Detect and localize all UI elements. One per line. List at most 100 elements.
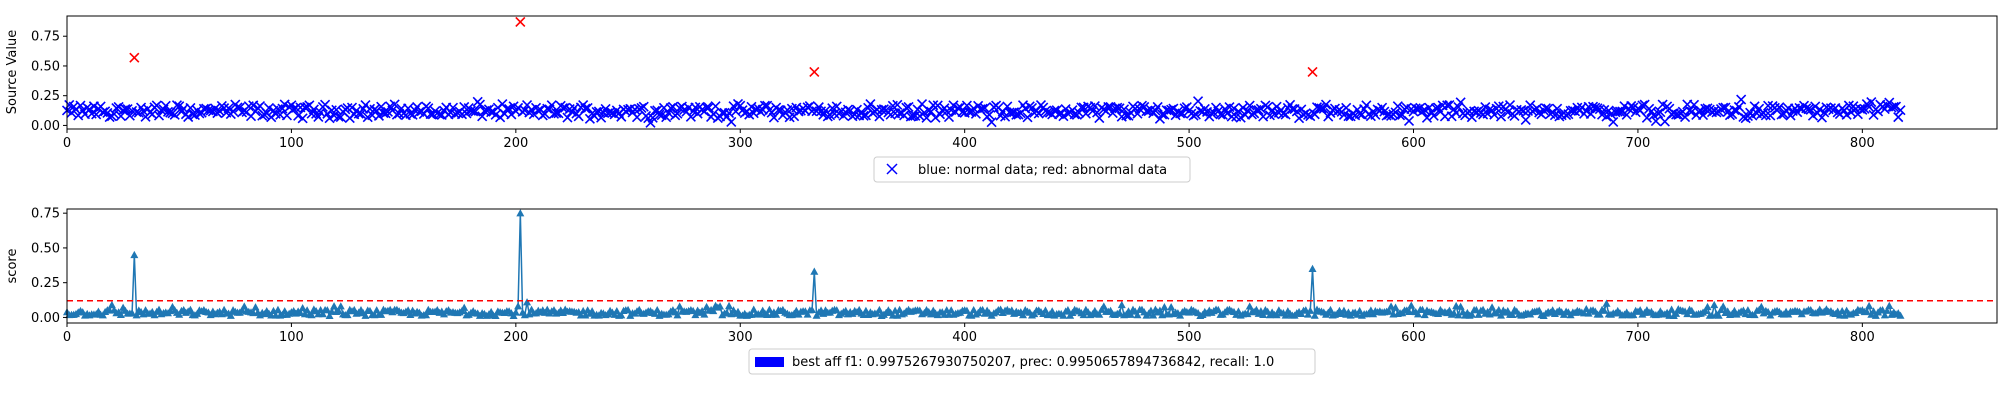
normal-point: [546, 100, 557, 111]
score-point: [1259, 310, 1268, 318]
score-point: [810, 267, 819, 275]
score-point: [1885, 301, 1894, 309]
x-tick-label: 500: [1177, 136, 1202, 151]
normal-point: [223, 103, 234, 114]
normal-point: [1455, 97, 1466, 108]
score-point: [516, 209, 525, 217]
normal-point: [1206, 108, 1217, 119]
normal-point: [858, 110, 869, 121]
normal-point: [104, 111, 115, 123]
score-point: [722, 308, 731, 317]
score-point: [1133, 311, 1142, 319]
score-point: [1126, 310, 1135, 318]
score-point: [1353, 310, 1362, 318]
score-point: [1306, 306, 1315, 314]
normal-point: [153, 110, 165, 121]
legend-label: blue: normal data; red: abnormal data: [918, 163, 1167, 178]
normal-point: [109, 108, 120, 119]
score-point: [1629, 310, 1638, 319]
score-point: [318, 310, 327, 318]
x-tick-label: 100: [279, 330, 304, 345]
normal-point: [1855, 103, 1866, 114]
normal-point: [1430, 103, 1442, 114]
normal-point: [986, 117, 997, 128]
normal-point: [373, 110, 385, 121]
y-tick-label: 0.50: [31, 59, 60, 74]
normal-point: [1403, 115, 1415, 127]
score-point: [298, 304, 307, 312]
normal-point: [297, 113, 308, 124]
normal-point: [1493, 101, 1504, 112]
x-tick-label: 400: [952, 136, 977, 151]
normal-point: [1733, 101, 1744, 112]
x-tick-label: 300: [728, 136, 753, 151]
score-point: [1420, 310, 1429, 319]
score-point: [323, 306, 332, 314]
normal-point: [1489, 109, 1500, 120]
normal-point: [389, 99, 400, 110]
normal-point: [1280, 109, 1291, 120]
score-point: [377, 310, 386, 318]
normal-point: [1893, 112, 1904, 123]
score-point: [1387, 302, 1396, 310]
score-point: [765, 305, 774, 313]
normal-point: [1816, 112, 1828, 123]
normal-point: [638, 101, 649, 112]
y-tick-label: 0.00: [31, 119, 60, 134]
score-point: [336, 302, 345, 310]
score-point: [1701, 306, 1710, 315]
normal-point: [1390, 107, 1401, 118]
score-point: [1167, 303, 1176, 311]
score-point: [334, 306, 343, 314]
normal-point: [1421, 112, 1433, 123]
score-point: [330, 302, 339, 310]
score-point: [1703, 302, 1712, 311]
score-point: [1099, 302, 1108, 310]
score-point: [1245, 302, 1254, 310]
normal-point: [562, 112, 573, 123]
normal-point: [403, 103, 414, 114]
normal-point: [1608, 116, 1619, 127]
normal-point: [647, 112, 658, 123]
normal-point: [324, 113, 335, 124]
score-point: [1880, 311, 1889, 319]
y-tick-label: 0.25: [31, 89, 60, 104]
score-point: [1488, 303, 1497, 311]
score-point: [361, 311, 370, 319]
normal-point: [1222, 108, 1233, 119]
score-point: [1407, 301, 1416, 309]
score-point: [307, 311, 316, 319]
score-point: [460, 303, 469, 311]
normal-point: [1080, 108, 1091, 119]
legend-patch-icon: [755, 357, 784, 367]
x-tick-label: 200: [503, 330, 528, 345]
score-point: [1467, 310, 1476, 318]
normal-point: [376, 101, 387, 112]
legend-x-marker-icon: [886, 163, 898, 175]
abnormal-point: [515, 16, 526, 28]
normal-point: [1168, 103, 1179, 114]
normal-point: [1765, 110, 1776, 121]
x-axis-ticks: 0 100 200 300 400 500 600 700 800: [63, 129, 1875, 151]
normal-point: [1729, 104, 1740, 116]
score-point: [1865, 301, 1874, 310]
normal-point: [672, 108, 683, 119]
plot-area: [67, 209, 1997, 323]
score-point: [1883, 306, 1892, 314]
normal-point: [183, 111, 194, 123]
normal-point: [124, 110, 135, 121]
normal-point: [551, 107, 562, 119]
x-axis-ticks: 0 100 200 300 400 500 600 700 800: [63, 323, 1875, 345]
normal-point: [1228, 103, 1240, 114]
normal-point: [943, 112, 955, 123]
score-point: [296, 308, 305, 316]
normal-point: [654, 109, 665, 120]
score-point: [1272, 311, 1281, 319]
score-point: [808, 305, 817, 314]
score-point: [1683, 309, 1692, 318]
x-tick-label: 600: [1401, 330, 1426, 345]
score-point: [132, 311, 141, 319]
normal-point: [1495, 111, 1507, 122]
score-point: [1741, 309, 1750, 318]
score-point: [491, 311, 500, 319]
